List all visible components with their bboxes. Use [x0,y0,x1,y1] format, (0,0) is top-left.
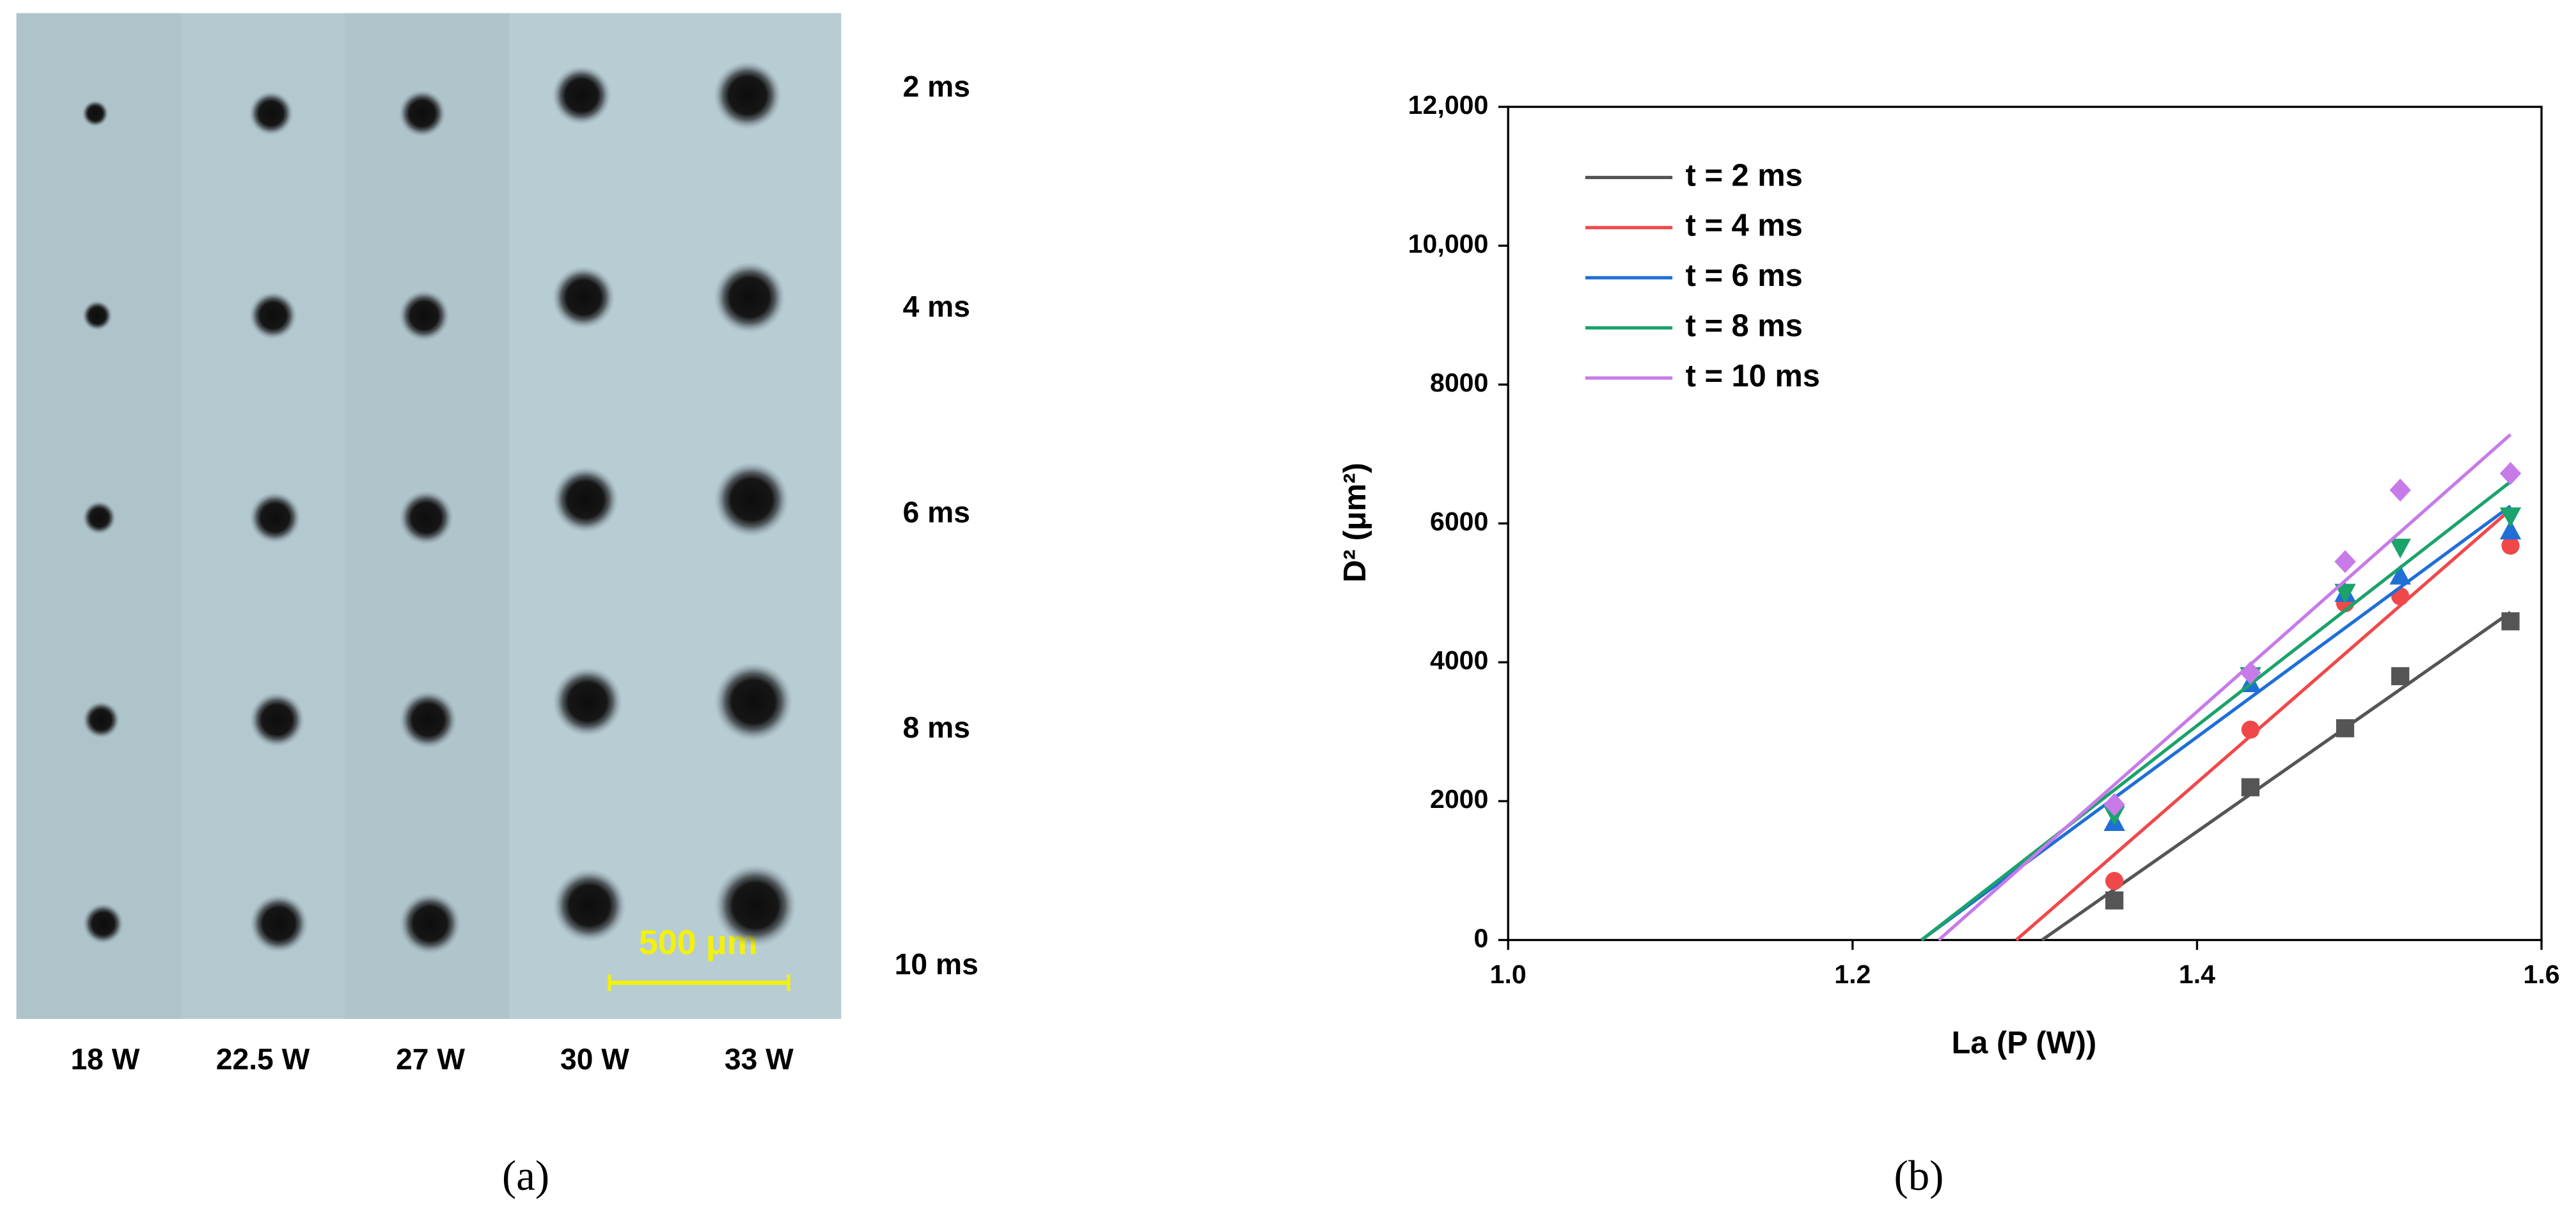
fit-line [1920,505,2512,942]
x-tick-label: 1.6 [2523,960,2559,989]
row-label: 4 ms [903,290,970,323]
laser-spot [82,701,120,739]
y-tick-label: 4000 [1430,645,1488,675]
marker [2499,507,2522,528]
laser-spot [553,869,627,942]
laser-spot [398,90,446,138]
column-label: 22.5 W [216,1043,310,1076]
marker [2501,612,2520,631]
x-tick-label: 1.4 [2179,960,2215,989]
y-tick-label: 0 [1474,923,1489,953]
laser-spot [553,667,623,737]
laser-spot [249,492,301,544]
column-label: 27 W [396,1043,465,1076]
y-tick-label: 6000 [1430,507,1488,536]
legend-label: t = 2 ms [1686,158,1803,193]
y-tick-label: 12,000 [1408,90,1489,120]
fit-line [1937,433,2512,942]
laser-spot [398,490,453,545]
fit-line [2041,611,2512,942]
marker [2105,872,2124,890]
marker [2389,564,2411,585]
marker [2336,719,2355,738]
marker [2499,462,2522,486]
marker [2241,778,2260,796]
marker [2499,519,2522,540]
marker [2391,667,2410,686]
column-label: 30 W [560,1043,629,1076]
laser-spot [552,65,611,125]
laser-spot [82,100,109,127]
caption: (a) [502,1152,549,1199]
marker [2389,478,2411,502]
laser-spot [82,500,116,535]
laser-spot [399,892,461,954]
x-tick-label: 1.0 [1490,960,1527,989]
legend-label: t = 8 ms [1686,308,1803,343]
laser-spot [82,903,124,944]
laser-spot [552,466,619,533]
column-label: 18 W [70,1043,139,1076]
laser-spot [714,462,789,537]
column-label: 33 W [725,1043,794,1076]
row-label: 8 ms [903,711,970,744]
marker [2103,793,2125,816]
micrograph: 500 μm [16,13,842,1019]
marker [2501,536,2520,555]
y-tick-label: 10,000 [1408,229,1489,258]
marker [2105,891,2124,910]
laser-spot [249,894,308,953]
marker [2334,550,2356,573]
marker [2334,583,2356,604]
marker [2240,661,2261,684]
laser-spot [82,300,113,331]
laser-spot [552,265,615,329]
row-label: 6 ms [903,495,970,528]
marker [2241,720,2260,739]
fit-line [2014,508,2512,942]
y-tick-label: 2000 [1430,784,1488,814]
caption: (b) [1894,1152,1944,1199]
laser-spot [249,91,294,136]
laser-spot [713,61,782,130]
laser-spot [398,290,450,342]
row-label: 10 ms [895,947,978,981]
plot-frame [1507,106,2543,942]
row-label: 2 ms [903,70,970,103]
x-tick-label: 1.2 [1834,960,1871,989]
laser-spot [399,690,457,749]
laser-spot [714,662,793,741]
laser-spot [249,692,305,748]
x-axis-label: La (P (W)) [1951,1026,2096,1061]
laser-spot [714,864,797,947]
legend-label: t = 4 ms [1686,209,1803,243]
y-tick-label: 8000 [1430,368,1488,397]
fit-line [1920,480,2512,942]
legend-label: t = 6 ms [1686,258,1803,293]
marker [2389,539,2411,558]
laser-spot [713,262,785,333]
legend-label: t = 10 ms [1686,359,1820,393]
y-axis-label: D² (μm²) [1338,463,1372,582]
laser-spot [249,291,297,340]
